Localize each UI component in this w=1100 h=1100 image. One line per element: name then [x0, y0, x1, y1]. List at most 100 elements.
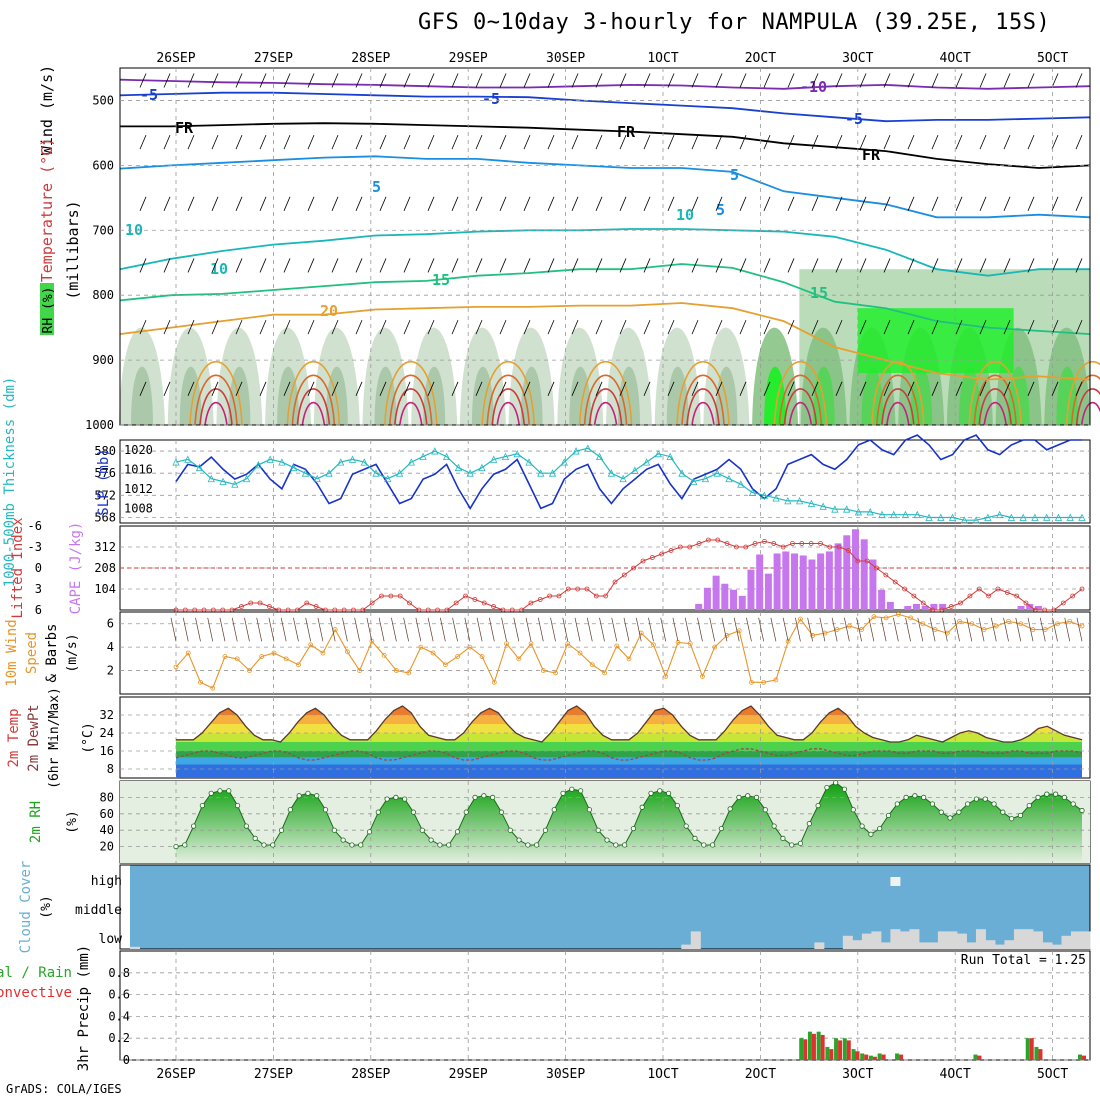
wind-barb	[523, 319, 531, 335]
wind-barb	[811, 381, 819, 396]
low-cloud-bar	[130, 946, 141, 949]
lifted-index-marker	[958, 600, 963, 606]
slp-tick-label: 1012	[124, 482, 153, 496]
wind-speed-marker	[577, 650, 583, 656]
thickness-marker	[666, 452, 674, 460]
wind-barb	[619, 73, 627, 88]
wind-barb	[187, 319, 195, 335]
precip-convective-bar	[855, 1051, 860, 1060]
thickness-marker	[219, 477, 227, 485]
thickness-marker	[1031, 513, 1039, 521]
wind-barb	[427, 381, 435, 396]
wind-speed-marker	[1030, 627, 1036, 632]
wind-speed-marker	[369, 638, 375, 644]
lifted-index-marker	[631, 565, 637, 571]
wind-barb	[635, 617, 642, 642]
wind-speed-marker	[957, 618, 962, 624]
precip-convective-bar	[1082, 1055, 1086, 1060]
wind-speed-marker	[602, 670, 607, 676]
bottom-date-label: 27SEP	[254, 1067, 293, 1082]
cape-bar	[695, 603, 703, 610]
wind-barb	[170, 617, 177, 642]
rh-marker	[287, 807, 293, 813]
rh-marker	[665, 790, 672, 796]
wind-speed-marker	[981, 627, 987, 632]
lifted-index-marker	[1079, 586, 1085, 592]
minmax-axis-label: (6hr Min/Max)	[47, 687, 62, 789]
wind-barb	[715, 134, 723, 150]
wind-barb	[355, 73, 363, 88]
low-cloud-bar	[681, 944, 692, 949]
wind-barb	[562, 617, 569, 642]
isotherm-arc	[189, 361, 243, 426]
wind-barb	[163, 196, 171, 211]
wind-barb	[715, 258, 723, 273]
wind-barb	[905, 617, 911, 642]
thickness-marker	[701, 474, 710, 483]
wind-speed-marker	[271, 650, 277, 656]
wind-barb	[758, 617, 765, 642]
wind-barb	[715, 381, 723, 396]
rh-swatch	[40, 283, 54, 335]
lifted-index-marker	[790, 541, 795, 546]
precip-convective-bar	[864, 1054, 869, 1060]
wind-barb	[403, 134, 411, 150]
wind-barb	[523, 381, 531, 396]
dewpoint-line	[175, 748, 1083, 761]
cape-bar	[860, 539, 868, 610]
cape-bar	[730, 589, 738, 610]
lifted-index-marker	[808, 541, 814, 546]
thickness-marker	[948, 513, 957, 521]
lifted-index-marker	[248, 600, 254, 606]
wind-barb	[244, 617, 250, 642]
precip-total-bar	[834, 1038, 839, 1060]
wind-barb	[1003, 134, 1011, 150]
top-date-label: 2OCT	[745, 51, 776, 66]
wind-barb	[464, 617, 471, 642]
wind-barb	[355, 196, 363, 211]
temp-axis-unit: (°C)	[81, 722, 96, 753]
legend-total: Total / Rain	[0, 965, 72, 981]
rh-marker	[947, 815, 953, 821]
bottom-date-label: 4OCT	[940, 1067, 971, 1082]
thickness-marker	[454, 463, 463, 472]
rh-marker	[182, 842, 188, 848]
pressure-tick-label: 800	[92, 288, 114, 302]
pressure-tick-label: 900	[92, 353, 114, 367]
isotherm-line	[119, 78, 1091, 90]
temp-bands	[176, 706, 1082, 778]
rh-marker	[305, 790, 311, 796]
wind-barb	[523, 73, 531, 88]
rh-marker	[648, 790, 654, 796]
wind-barb	[763, 258, 771, 273]
wind-barb	[259, 381, 267, 396]
cloud-level-label: high	[91, 874, 122, 889]
wind-barb	[366, 617, 373, 642]
rh-marker	[551, 807, 557, 813]
wind-barb	[163, 319, 171, 335]
wind-barb	[931, 258, 939, 273]
wind-barb	[955, 196, 963, 211]
wind-barb	[763, 196, 771, 211]
wind-barb	[978, 617, 985, 642]
wind-barb	[211, 319, 219, 335]
wind-barb	[1075, 381, 1083, 396]
wind-barb	[787, 258, 795, 273]
temp-tick-label: 24	[100, 726, 114, 740]
lifted-index-marker	[668, 548, 674, 553]
rh-marker	[437, 842, 443, 848]
thickness-tick-label: 568	[94, 510, 116, 524]
wind-barb	[643, 319, 651, 335]
thickness-marker	[760, 491, 768, 499]
wind-barb	[451, 134, 459, 150]
wind-speed-marker	[651, 642, 656, 648]
rh-marker	[956, 809, 962, 815]
wind-barb	[643, 134, 651, 150]
wind-speed-marker	[1006, 618, 1011, 624]
wind-barb	[331, 381, 339, 396]
cape-bar	[808, 559, 816, 610]
top-date-label: 28SEP	[351, 51, 390, 66]
wind-barb	[1075, 73, 1083, 88]
wind-barb	[427, 258, 435, 273]
